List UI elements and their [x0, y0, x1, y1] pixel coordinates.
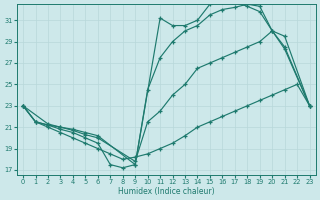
- X-axis label: Humidex (Indice chaleur): Humidex (Indice chaleur): [118, 187, 215, 196]
